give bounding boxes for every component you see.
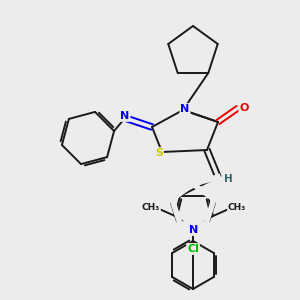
Text: O: O [239, 103, 249, 113]
Text: S: S [155, 148, 163, 158]
Text: CH₃: CH₃ [142, 202, 160, 211]
Text: N: N [189, 225, 199, 235]
Text: N: N [120, 111, 130, 121]
Text: Cl: Cl [187, 244, 199, 254]
Text: H: H [224, 174, 232, 184]
Text: CH₃: CH₃ [228, 202, 246, 211]
Text: N: N [180, 104, 190, 114]
